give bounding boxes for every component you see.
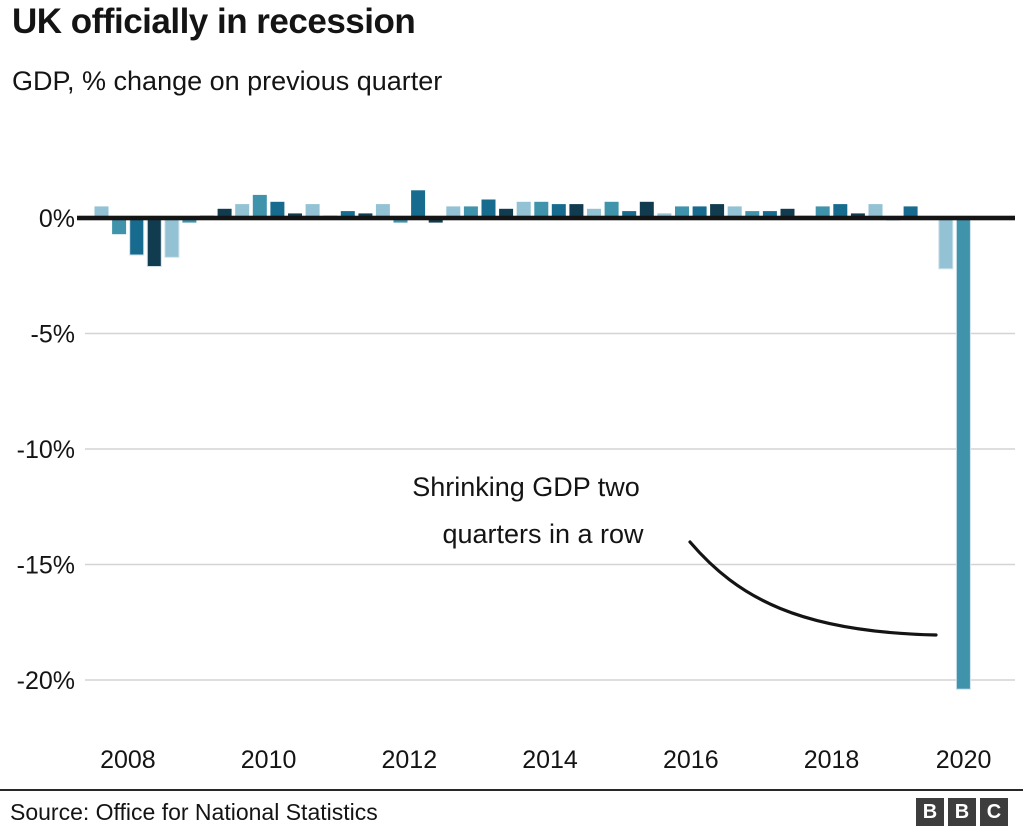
bar-2014-q2 <box>534 201 549 218</box>
bbc-logo-letter: B <box>948 798 976 826</box>
page-title: UK officially in recession <box>12 2 416 41</box>
bar-2020-q1 <box>938 217 954 270</box>
bar-2010-q3 <box>270 201 285 218</box>
footer-divider <box>0 789 1023 791</box>
x-year-label: 2010 <box>241 746 297 774</box>
bar-2014-q4 <box>569 204 584 218</box>
bar-2019-q3 <box>903 206 918 218</box>
bar-2018-q2 <box>815 206 830 218</box>
annotation-line-1: Shrinking GDP two <box>412 472 640 502</box>
bar-2011-q1 <box>305 204 320 218</box>
bbc-logo: B B C <box>916 798 1008 826</box>
bar-2013-q4 <box>499 208 514 218</box>
source-label: Source: Office for National Statistics <box>10 799 378 825</box>
bar-2008-q4 <box>146 217 162 267</box>
bar-2015-q1 <box>587 208 601 218</box>
bar-2012-q1 <box>375 204 390 218</box>
y-tick-label: 0% <box>39 205 75 233</box>
y-tick-label: -5% <box>31 321 75 349</box>
bar-2018-q3 <box>833 204 848 218</box>
chart-annotation: Shrinking GDP two quarters in a row <box>330 464 722 558</box>
bar-2016-q2 <box>675 206 689 218</box>
bar-2017-q3 <box>762 211 777 218</box>
bar-2013-q2 <box>463 206 478 218</box>
bar-2016-q4 <box>710 204 725 218</box>
bar-2010-q1 <box>235 204 250 218</box>
bbc-logo-letter: B <box>916 798 944 826</box>
gdp-bar-chart: 0%-5%-10%-15%-20% 2008 2010 2012 2014 2016 20… <box>17 190 1015 774</box>
bar-2014-q1 <box>516 201 531 218</box>
bar-2008-q3 <box>129 217 145 256</box>
y-tick-label: -15% <box>17 552 75 580</box>
bar-2009-q1 <box>164 217 180 258</box>
bar-2016-q3 <box>692 206 707 218</box>
bar-2015-q3 <box>622 211 637 218</box>
annotation-curve <box>688 540 938 637</box>
bar-2008-q2 <box>112 218 127 235</box>
y-tick-label: -20% <box>17 667 75 695</box>
bar-2011-q3 <box>340 211 355 218</box>
x-year-label: 2014 <box>522 746 578 774</box>
bar-2015-q2 <box>604 201 619 218</box>
bar-2010-q2 <box>252 194 267 218</box>
y-tick-label: -10% <box>17 436 75 464</box>
bar-2013-q1 <box>446 206 461 218</box>
bar-2019-q1 <box>868 204 883 218</box>
x-year-label: 2018 <box>804 746 860 774</box>
bar-2017-q4 <box>780 208 795 218</box>
chart-subtitle: GDP, % change on previous quarter <box>12 66 443 96</box>
bar-2013-q3 <box>481 199 496 218</box>
bar-2014-q3 <box>551 204 566 218</box>
x-year-label: 2012 <box>381 746 437 774</box>
x-year-label: 2008 <box>100 746 156 774</box>
bar-2009-q4 <box>217 208 232 218</box>
bar-2020-q2 <box>955 217 971 690</box>
bbc-logo-letter: C <box>980 798 1008 826</box>
bar-2017-q1 <box>727 206 742 218</box>
annotation-line-2: quarters in a row <box>442 519 644 549</box>
bar-2008-q1 <box>94 206 109 218</box>
bars-group <box>94 190 971 690</box>
bar-2012-q3 <box>411 190 426 218</box>
bar-2017-q2 <box>745 211 760 218</box>
x-year-label: 2016 <box>663 746 719 774</box>
gridlines-group: 0% -5% -10% -15% -20% <box>17 205 1015 695</box>
axis-group: 2008 2010 2012 2014 2016 2018 2020 <box>77 215 1015 774</box>
zero-axis-line <box>77 215 1015 221</box>
x-year-label: 2020 <box>936 746 992 774</box>
bar-2015-q4 <box>639 201 654 218</box>
